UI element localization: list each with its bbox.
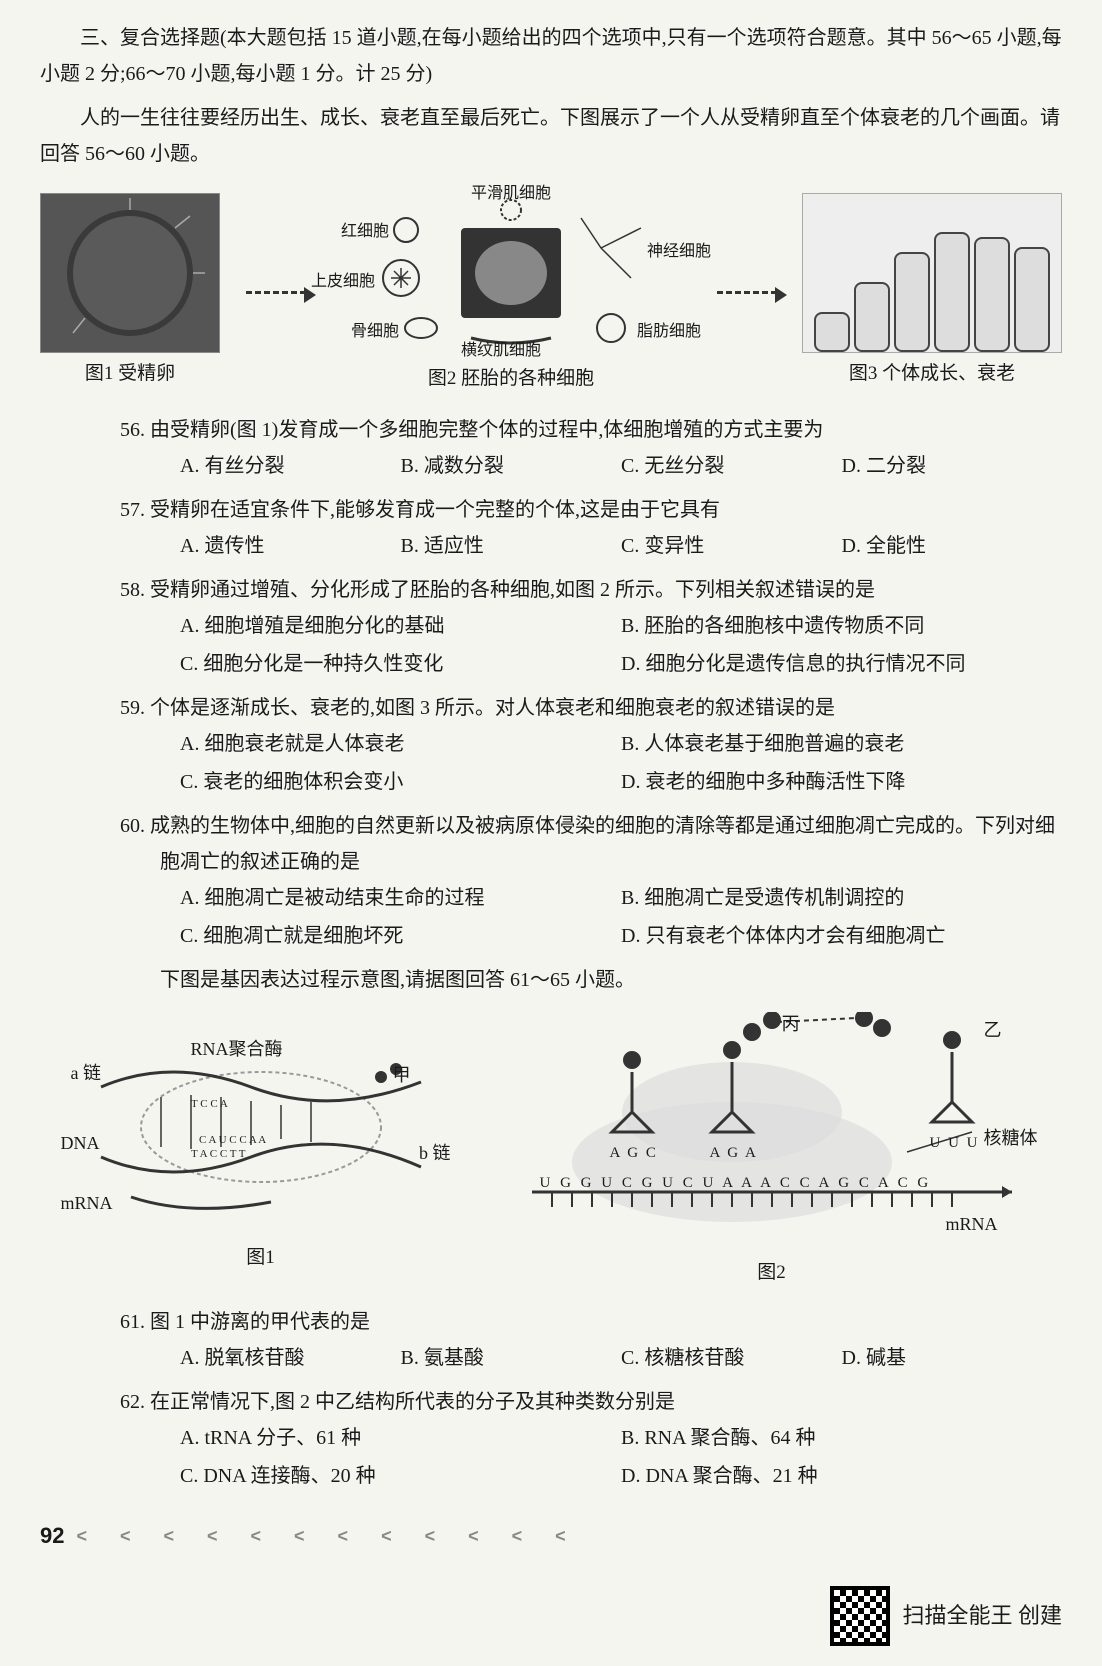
question-block: 56. 由受精卵(图 1)发育成一个多细胞完整个体的过程中,体细胞增殖的方式主要… bbox=[120, 412, 1062, 486]
embryo-cells-diagram: 平滑肌细胞 红细胞 上皮细胞 骨细胞 横纹肌细胞 脂肪细胞 神经细胞 bbox=[331, 188, 691, 358]
label-b-chain: b 链 bbox=[419, 1137, 451, 1169]
label-mrna-2: mRNA bbox=[945, 1208, 997, 1240]
option-item: C. 细胞凋亡就是细胞坏死 bbox=[180, 918, 621, 954]
question-text: 61. 图 1 中游离的甲代表的是 bbox=[160, 1304, 1062, 1340]
option-item: A. 遗传性 bbox=[180, 528, 401, 564]
question-block: 59. 个体是逐渐成长、衰老的,如图 3 所示。对人体衰老和细胞衰老的叙述错误的… bbox=[120, 690, 1062, 802]
label-mrna-1: mRNA bbox=[61, 1187, 113, 1219]
figure3-caption: 图3 个体成长、衰老 bbox=[849, 357, 1015, 391]
option-item: B. RNA 聚合酶、64 种 bbox=[621, 1420, 1062, 1456]
section-header: 三、复合选择题(本大题包括 15 道小题,在每小题给出的四个选项中,只有一个选项… bbox=[40, 20, 1062, 92]
option-item: D. 只有衰老个体体内才会有细胞凋亡 bbox=[621, 918, 1062, 954]
figure1-caption: 图1 受精卵 bbox=[85, 357, 175, 391]
option-item: D. 细胞分化是遗传信息的执行情况不同 bbox=[621, 646, 1062, 682]
question-text: 57. 受精卵在适宜条件下,能够发育成一个完整的个体,这是由于它具有 bbox=[160, 492, 1062, 528]
codon-3: U U U bbox=[930, 1130, 980, 1157]
options-row: A. 细胞衰老就是人体衰老B. 人体衰老基于细胞普遍的衰老C. 衰老的细胞体积会… bbox=[180, 726, 1062, 802]
question-text: 58. 受精卵通过增殖、分化形成了胚胎的各种细胞,如图 2 所示。下列相关叙述错… bbox=[160, 572, 1062, 608]
label-rna-polymerase: RNA聚合酶 bbox=[191, 1033, 283, 1065]
option-item: A. 细胞衰老就是人体衰老 bbox=[180, 726, 621, 762]
option-item: A. 有丝分裂 bbox=[180, 448, 401, 484]
option-item: C. 细胞分化是一种持久性变化 bbox=[180, 646, 621, 682]
figure2-caption: 图2 胚胎的各种细胞 bbox=[428, 362, 594, 396]
option-item: D. 全能性 bbox=[842, 528, 1063, 564]
label-ribosome: 核糖体 bbox=[984, 1122, 1038, 1154]
svg-text:T A C C T T: T A C C T T bbox=[191, 1148, 246, 1160]
label-jia: 甲 bbox=[393, 1059, 411, 1091]
codon-2: A G A bbox=[710, 1140, 758, 1167]
question-block: 61. 图 1 中游离的甲代表的是A. 脱氧核苷酸B. 氨基酸C. 核糖核苷酸D… bbox=[120, 1304, 1062, 1378]
option-item: A. 细胞凋亡是被动结束生命的过程 bbox=[180, 880, 621, 916]
option-item: B. 细胞凋亡是受遗传机制调控的 bbox=[621, 880, 1062, 916]
option-item: A. 脱氧核苷酸 bbox=[180, 1340, 401, 1376]
fertilized-egg-image bbox=[40, 193, 220, 353]
translation-diagram: 丙 乙 核糖体 mRNA bbox=[512, 1012, 1032, 1290]
option-item: B. 氨基酸 bbox=[401, 1340, 622, 1376]
question-block: 57. 受精卵在适宜条件下,能够发育成一个完整的个体,这是由于它具有A. 遗传性… bbox=[120, 492, 1062, 566]
option-item: C. 核糖核苷酸 bbox=[621, 1340, 842, 1376]
page-footer: 92 < < < < < < < < < < < < bbox=[40, 1516, 1062, 1556]
scan-footer: 扫描全能王 创建 bbox=[40, 1586, 1062, 1646]
option-item: B. 减数分裂 bbox=[401, 448, 622, 484]
options-row: A. 细胞增殖是细胞分化的基础B. 胚胎的各细胞核中遗传物质不同C. 细胞分化是… bbox=[180, 608, 1062, 684]
question-text: 56. 由受精卵(图 1)发育成一个多细胞完整个体的过程中,体细胞增殖的方式主要… bbox=[160, 412, 1062, 448]
figure-row-2: RNA聚合酶 a 链 DNA mRNA b 链 甲 T C C A T A C … bbox=[40, 1012, 1062, 1290]
label-a-chain: a 链 bbox=[71, 1057, 102, 1089]
qr-code-icon bbox=[830, 1586, 890, 1646]
label-yi: 乙 bbox=[984, 1014, 1002, 1046]
figure3-block: 图3 个体成长、衰老 bbox=[802, 193, 1062, 391]
question-block: 62. 在正常情况下,图 2 中乙结构所代表的分子及其种类数分别是A. tRNA… bbox=[120, 1384, 1062, 1496]
label-fat-cell: 脂肪细胞 bbox=[637, 318, 701, 347]
option-item: B. 人体衰老基于细胞普遍的衰老 bbox=[621, 726, 1062, 762]
question-text: 62. 在正常情况下,图 2 中乙结构所代表的分子及其种类数分别是 bbox=[160, 1384, 1062, 1420]
arrow-icon bbox=[246, 291, 306, 294]
mrna-sequence: U G G U C G U C U A A A C C A G C A C G bbox=[540, 1170, 932, 1197]
page-number: 92 bbox=[40, 1516, 64, 1556]
intro-paragraph: 人的一生往往要经历出生、成长、衰老直至最后死亡。下图展示了一个人从受精卵直至个体… bbox=[40, 100, 1062, 172]
svg-text:C A U C C A A: C A U C C A A bbox=[199, 1134, 266, 1146]
option-item: C. 变异性 bbox=[621, 528, 842, 564]
label-nerve-cell: 神经细胞 bbox=[647, 238, 711, 267]
option-item: C. DNA 连接酶、20 种 bbox=[180, 1458, 621, 1494]
figure2-block: 平滑肌细胞 红细胞 上皮细胞 骨细胞 横纹肌细胞 脂肪细胞 神经细胞 图2 胚胎… bbox=[331, 188, 691, 396]
option-item: C. 无丝分裂 bbox=[621, 448, 842, 484]
question-block: 60. 成熟的生物体中,细胞的自然更新以及被病原体侵染的细胞的清除等都是通过细胞… bbox=[120, 808, 1062, 956]
option-item: D. 衰老的细胞中多种酶活性下降 bbox=[621, 764, 1062, 800]
options-row: A. 细胞凋亡是被动结束生命的过程B. 细胞凋亡是受遗传机制调控的C. 细胞凋亡… bbox=[180, 880, 1062, 956]
label-smooth-muscle: 平滑肌细胞 bbox=[471, 180, 551, 209]
arrow-icon bbox=[717, 291, 777, 294]
options-row: A. 有丝分裂B. 减数分裂C. 无丝分裂D. 二分裂 bbox=[180, 448, 1062, 486]
option-item: D. 二分裂 bbox=[842, 448, 1063, 484]
label-epithelial: 上皮细胞 bbox=[311, 268, 375, 297]
question-text: 60. 成熟的生物体中,细胞的自然更新以及被病原体侵染的细胞的清除等都是通过细胞… bbox=[160, 808, 1062, 880]
label-red-cell: 红细胞 bbox=[341, 218, 389, 247]
options-row: A. tRNA 分子、61 种B. RNA 聚合酶、64 种C. DNA 连接酶… bbox=[180, 1420, 1062, 1496]
label-bone-cell: 骨细胞 bbox=[351, 318, 399, 347]
option-item: C. 衰老的细胞体积会变小 bbox=[180, 764, 621, 800]
growth-aging-image bbox=[802, 193, 1062, 353]
option-item: B. 胚胎的各细胞核中遗传物质不同 bbox=[621, 608, 1062, 644]
label-bing: 丙 bbox=[782, 1008, 800, 1040]
chevron-decoration: < < < < < < < < < < < < bbox=[76, 1520, 579, 1552]
transcription-diagram: RNA聚合酶 a 链 DNA mRNA b 链 甲 T C C A T A C … bbox=[71, 1027, 451, 1275]
figure-row-1: 图1 受精卵 平滑肌细胞 红细胞 上皮细胞 骨细胞 横纹肌细胞 脂肪细胞 神经细… bbox=[40, 188, 1062, 396]
codon-1: A G C bbox=[610, 1140, 658, 1167]
option-item: A. tRNA 分子、61 种 bbox=[180, 1420, 621, 1456]
question-text: 59. 个体是逐渐成长、衰老的,如图 3 所示。对人体衰老和细胞衰老的叙述错误的… bbox=[160, 690, 1062, 726]
question-block: 58. 受精卵通过增殖、分化形成了胚胎的各种细胞,如图 2 所示。下列相关叙述错… bbox=[120, 572, 1062, 684]
options-row: A. 脱氧核苷酸B. 氨基酸C. 核糖核苷酸D. 碱基 bbox=[180, 1340, 1062, 1378]
option-item: A. 细胞增殖是细胞分化的基础 bbox=[180, 608, 621, 644]
label-striated: 横纹肌细胞 bbox=[461, 337, 541, 366]
options-row: A. 遗传性B. 适应性C. 变异性D. 全能性 bbox=[180, 528, 1062, 566]
figure2b-caption: 图2 bbox=[757, 1256, 786, 1290]
label-dna: DNA bbox=[61, 1127, 100, 1159]
option-item: B. 适应性 bbox=[401, 528, 622, 564]
intro2-paragraph: 下图是基因表达过程示意图,请据图回答 61～65 小题。 bbox=[120, 962, 1062, 998]
svg-text:T C C A: T C C A bbox=[191, 1098, 228, 1110]
scan-label: 扫描全能王 创建 bbox=[902, 1596, 1062, 1636]
option-item: D. DNA 聚合酶、21 种 bbox=[621, 1458, 1062, 1494]
option-item: D. 碱基 bbox=[842, 1340, 1063, 1376]
figure1-block: 图1 受精卵 bbox=[40, 193, 220, 391]
figure2a-caption: 图1 bbox=[246, 1241, 275, 1275]
